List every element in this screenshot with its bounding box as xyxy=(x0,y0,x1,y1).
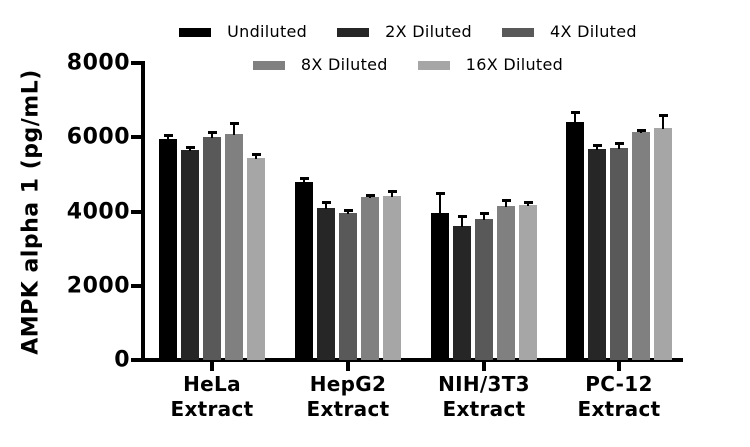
error-bar xyxy=(574,112,576,124)
y-tick-mark xyxy=(131,61,141,65)
error-bar xyxy=(483,213,485,220)
bar xyxy=(497,205,515,360)
legend-item: 8X Diluted xyxy=(252,53,388,77)
legend-label: 16X Diluted xyxy=(465,55,564,74)
legend: Undiluted 2X Diluted 4X Diluted 8X Diluted 1… xyxy=(0,20,750,77)
bar xyxy=(203,137,221,360)
legend-label: Undiluted xyxy=(227,22,308,41)
error-bar-cap xyxy=(251,153,261,157)
bar xyxy=(588,149,606,360)
y-tick-label: 4000 xyxy=(66,199,130,224)
bar xyxy=(632,132,650,360)
bar xyxy=(383,195,401,360)
x-category-label: HepG2 Extract xyxy=(306,372,390,421)
error-bar-cap xyxy=(614,142,624,146)
error-bar-cap xyxy=(387,189,397,193)
x-tick-mark xyxy=(346,362,350,371)
bar xyxy=(654,127,672,360)
error-bar xyxy=(505,199,507,207)
error-bar xyxy=(233,123,235,135)
x-tick-mark xyxy=(482,362,486,371)
error-bar-cap xyxy=(229,122,239,126)
bar xyxy=(247,157,265,360)
x-axis-line xyxy=(141,358,683,362)
x-tick-mark xyxy=(210,362,214,371)
y-tick-mark xyxy=(131,358,141,362)
y-axis-line xyxy=(141,61,145,362)
x-category-label: HeLa Extract xyxy=(170,372,254,421)
error-bar xyxy=(211,132,213,139)
error-bar xyxy=(439,192,441,215)
error-bar-cap xyxy=(163,134,173,138)
bar xyxy=(317,207,335,360)
error-bar-cap xyxy=(343,209,353,212)
bar xyxy=(610,148,628,360)
legend-item: 2X Diluted xyxy=(337,20,472,44)
error-bar-cap xyxy=(321,201,331,205)
error-bar-cap xyxy=(636,128,646,132)
error-bar-cap xyxy=(592,144,602,148)
y-tick-label: 0 xyxy=(114,347,130,373)
error-bar xyxy=(618,143,620,150)
x-tick-mark xyxy=(617,362,621,371)
legend-row: 8X Diluted 16X Diluted xyxy=(33,53,750,77)
error-bar xyxy=(325,202,327,209)
bar xyxy=(566,122,584,360)
error-bar xyxy=(596,145,598,151)
legend-swatch-icon xyxy=(252,60,285,70)
bar xyxy=(431,213,449,360)
error-bar xyxy=(391,190,393,197)
y-tick-mark xyxy=(131,283,141,288)
y-tick-label: 6000 xyxy=(66,124,130,150)
legend-swatch-icon xyxy=(179,27,212,37)
error-bar xyxy=(461,215,463,227)
error-bar xyxy=(167,135,169,141)
bar xyxy=(295,181,313,360)
y-tick-label: 2000 xyxy=(66,273,130,299)
legend-label: 8X Diluted xyxy=(300,55,388,74)
error-bar-cap xyxy=(435,191,445,195)
error-bar-cap xyxy=(501,198,511,202)
legend-swatch-icon xyxy=(417,60,450,70)
y-tick-mark xyxy=(131,209,141,214)
y-tick-mark xyxy=(131,135,141,140)
error-bar-cap xyxy=(479,212,489,216)
error-bar-cap xyxy=(299,176,309,180)
error-bar xyxy=(303,177,305,183)
error-bar-cap xyxy=(207,131,217,135)
error-bar-cap xyxy=(523,200,533,204)
bar xyxy=(453,225,471,360)
error-bar xyxy=(662,114,664,129)
legend-swatch-icon xyxy=(502,27,534,37)
bar xyxy=(181,150,199,360)
error-bar-cap xyxy=(457,214,467,218)
error-bar-cap xyxy=(365,194,375,198)
legend-swatch-icon xyxy=(337,27,370,37)
error-bar-cap xyxy=(185,146,195,150)
x-category-label: NIH/3T3 Extract xyxy=(438,372,530,421)
error-bar-cap xyxy=(570,111,580,115)
legend-label: 4X Diluted xyxy=(550,22,637,41)
bar xyxy=(475,218,493,360)
bar xyxy=(361,197,379,360)
y-tick-label: 8000 xyxy=(66,50,130,76)
legend-item: 16X Diluted xyxy=(417,53,564,77)
bar xyxy=(519,204,537,360)
x-category-label: PC-12 Extract xyxy=(577,372,661,421)
legend-item: 4X Diluted xyxy=(502,20,637,44)
legend-label: 2X Diluted xyxy=(385,22,472,41)
bar xyxy=(159,139,177,360)
bar xyxy=(339,212,357,360)
error-bar-cap xyxy=(658,113,668,117)
legend-row: Undiluted 2X Diluted 4X Diluted xyxy=(33,20,750,44)
bar xyxy=(225,133,243,360)
legend-item: Undiluted xyxy=(179,20,307,44)
error-bar xyxy=(255,154,257,159)
